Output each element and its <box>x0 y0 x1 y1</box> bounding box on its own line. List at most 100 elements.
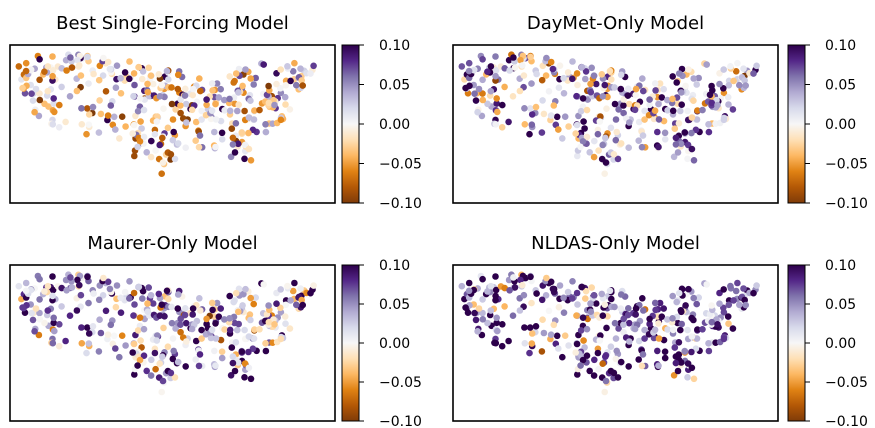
station-point <box>212 143 219 151</box>
station-point <box>239 302 246 309</box>
station-point <box>635 356 642 363</box>
station-point <box>44 63 52 70</box>
station-point <box>287 297 294 304</box>
station-point <box>492 72 499 80</box>
station-point <box>465 59 473 67</box>
station-point <box>528 340 536 347</box>
station-point <box>661 348 669 356</box>
station-point <box>465 287 473 295</box>
axes-frame <box>452 44 779 204</box>
station-point <box>577 327 585 334</box>
station-point <box>631 106 639 114</box>
station-point <box>107 102 115 109</box>
station-point <box>582 68 590 75</box>
station-point <box>297 65 304 72</box>
station-point <box>521 340 529 347</box>
station-point <box>250 81 257 88</box>
colorbar-tick-label: 0.05 <box>825 297 856 313</box>
station-point <box>538 129 546 136</box>
station-point <box>678 101 685 108</box>
station-point <box>49 67 57 74</box>
station-point <box>174 85 182 93</box>
station-point <box>50 95 57 102</box>
station-point <box>582 287 590 295</box>
station-point <box>632 85 640 93</box>
station-point <box>724 93 732 101</box>
station-point <box>63 67 70 74</box>
station-point <box>487 282 495 290</box>
station-point <box>256 106 263 114</box>
station-point <box>465 279 473 287</box>
station-point <box>526 130 533 138</box>
station-point <box>684 107 691 115</box>
station-point <box>602 134 609 142</box>
station-point <box>62 337 69 345</box>
station-point <box>152 147 159 154</box>
station-point <box>22 279 30 287</box>
station-point <box>122 342 129 349</box>
station-point <box>144 308 152 316</box>
station-point <box>99 292 107 299</box>
station-point <box>234 140 242 148</box>
station-point <box>229 134 237 142</box>
station-point <box>56 321 63 328</box>
station-point <box>277 116 285 124</box>
station-point <box>492 339 500 347</box>
station-point <box>232 339 240 346</box>
station-point <box>245 348 252 356</box>
station-point <box>660 85 667 93</box>
station-point <box>555 303 563 311</box>
station-point <box>559 353 566 361</box>
station-point <box>527 53 534 61</box>
station-point <box>170 347 177 355</box>
station-point <box>140 106 148 114</box>
station-point <box>590 72 598 79</box>
station-point <box>29 97 37 104</box>
station-point <box>708 82 715 90</box>
station-point <box>192 356 199 363</box>
station-point <box>677 326 684 334</box>
station-point <box>639 351 647 358</box>
station-point <box>753 62 760 70</box>
station-point <box>291 59 298 67</box>
station-point <box>670 153 678 161</box>
station-point <box>509 93 517 100</box>
station-point <box>626 338 633 345</box>
station-point <box>50 100 57 107</box>
station-point <box>182 144 189 151</box>
station-point <box>189 91 196 99</box>
station-point <box>545 307 553 315</box>
station-point <box>281 313 289 320</box>
station-point <box>174 358 182 366</box>
station-point <box>612 335 620 342</box>
station-point <box>136 356 144 364</box>
station-point <box>215 313 223 321</box>
station-point <box>226 107 234 115</box>
station-point <box>168 303 175 311</box>
station-point <box>741 77 748 84</box>
station-point <box>298 296 306 304</box>
station-point <box>188 325 196 333</box>
station-point <box>533 290 540 297</box>
station-point <box>660 117 668 125</box>
station-point <box>672 353 680 360</box>
station-point <box>245 114 253 121</box>
station-point <box>669 107 677 115</box>
station-point <box>664 316 671 323</box>
station-point <box>117 309 125 317</box>
station-point <box>750 70 757 77</box>
station-point <box>44 282 52 290</box>
station-point <box>574 371 581 378</box>
station-point <box>134 327 142 334</box>
station-point <box>591 356 598 364</box>
station-point <box>471 309 478 317</box>
station-point <box>95 129 103 136</box>
station-point <box>174 140 182 147</box>
station-point <box>110 113 118 121</box>
station-point <box>581 344 588 351</box>
panel-title: Maurer-Only Model <box>87 233 257 254</box>
colorbar-tick-label: 0.00 <box>825 117 856 133</box>
station-point <box>140 325 148 333</box>
station-point <box>251 326 258 333</box>
station-point <box>652 306 659 314</box>
